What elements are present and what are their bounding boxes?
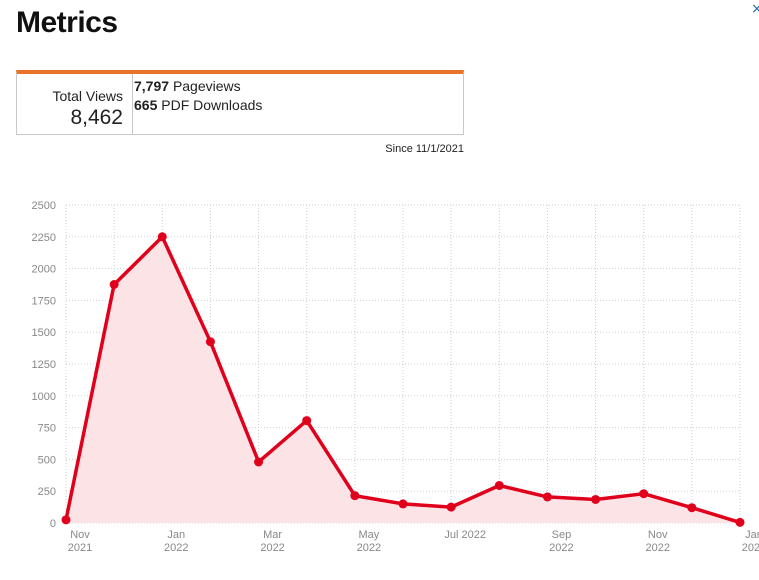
views-breakdown: 7,797 Pageviews 665 PDF Downloads: [133, 74, 262, 134]
data-point: [542, 492, 552, 502]
pageviews-row: 7,797 Pageviews: [134, 77, 262, 96]
data-point: [687, 503, 697, 513]
data-point: [494, 480, 504, 490]
downloads-row: 665 PDF Downloads: [134, 96, 262, 115]
data-point: [254, 457, 264, 467]
metrics-summary-box: Total Views 8,462 7,797 Pageviews 665 PD…: [16, 70, 464, 135]
x-tick-label: 2022: [357, 542, 381, 554]
data-point: [109, 280, 119, 289]
x-tick-label: 2023: [742, 542, 759, 554]
data-point: [591, 494, 601, 504]
y-tick-label: 1750: [32, 295, 56, 307]
x-tick-label: 2022: [549, 542, 573, 554]
data-point: [446, 502, 456, 512]
total-views-cell: Total Views 8,462: [17, 74, 133, 134]
y-tick-label: 1250: [32, 359, 56, 371]
since-date: Since 11/1/2021: [385, 143, 464, 155]
x-tick-label: 2022: [164, 542, 188, 554]
y-tick-label: 750: [38, 423, 56, 435]
y-tick-label: 500: [38, 454, 56, 466]
y-tick-label: 2500: [32, 200, 56, 212]
page-title: Metrics: [16, 6, 118, 39]
y-tick-label: 250: [38, 486, 56, 498]
data-point: [205, 337, 215, 347]
data-point: [302, 416, 312, 426]
downloads-value: 665: [134, 97, 158, 113]
pageviews-value: 7,797: [134, 78, 170, 94]
x-tick-label: Jul 2022: [444, 529, 486, 541]
y-tick-label: 1500: [32, 327, 56, 339]
data-point: [157, 232, 167, 242]
views-area-fill: [66, 236, 740, 524]
close-icon[interactable]: ×: [751, 1, 759, 17]
x-tick-label: Jan: [167, 529, 185, 541]
data-point: [639, 489, 649, 499]
x-tick-label: Jan: [745, 529, 759, 541]
y-tick-label: 2250: [32, 232, 56, 244]
y-tick-label: 1000: [32, 391, 56, 403]
total-views-label: Total Views: [52, 88, 123, 104]
data-point: [350, 491, 360, 501]
data-point: [735, 517, 745, 527]
views-data-points: [61, 232, 745, 527]
y-axis-ticks: 0 250 500 750 1000 1250 1500 1750 2000 2250 2500: [32, 200, 56, 530]
total-views-value: 8,462: [70, 106, 123, 129]
data-point: [61, 515, 71, 525]
pageviews-label: Pageviews: [172, 78, 241, 94]
y-tick-label: 0: [50, 518, 56, 530]
downloads-label: PDF Downloads: [161, 97, 263, 113]
x-tick-label: Nov: [70, 529, 90, 541]
x-tick-label: 2021: [68, 542, 92, 554]
y-tick-label: 2000: [32, 264, 56, 276]
x-tick-label: 2022: [260, 542, 284, 554]
x-tick-label: May: [358, 529, 379, 541]
data-point: [398, 499, 408, 509]
x-tick-label: 2022: [645, 542, 669, 554]
x-tick-label: Sep: [552, 529, 572, 541]
x-tick-label: Mar: [263, 529, 282, 541]
views-over-time-chart: 0 250 500 750 1000 1250 1500 1750 2000 2250 2500 N…: [32, 200, 759, 554]
x-tick-label: Nov: [648, 529, 668, 541]
